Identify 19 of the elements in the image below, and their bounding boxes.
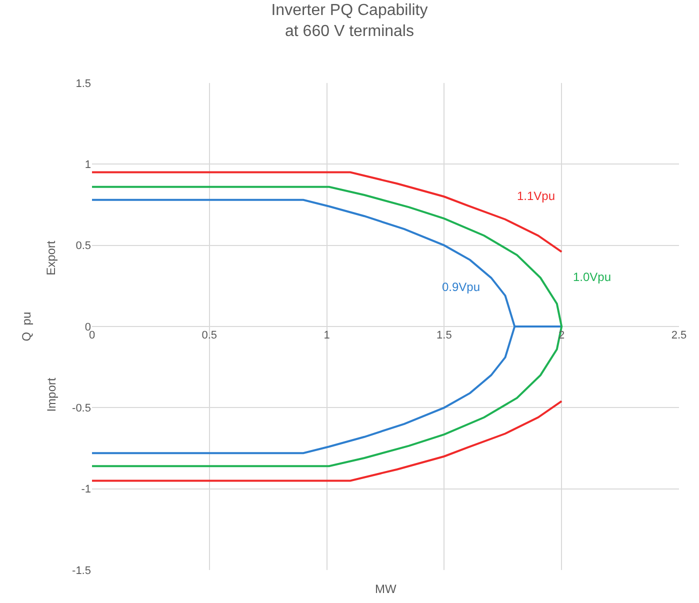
y-tick-label: -0.5 [72, 402, 91, 415]
y-tick-label: 1.5 [76, 78, 91, 90]
y-tick-label: -1.5 [72, 564, 91, 577]
y-tick-label: 0.5 [76, 240, 91, 252]
text: Export [44, 240, 58, 276]
x-tick-label: 2.5 [671, 330, 687, 342]
chart-title: Inverter PQ Capability at 660 V terminals [271, 2, 428, 40]
text: 1.0Vpu [573, 270, 612, 284]
x-tick-label: 1 [324, 330, 330, 342]
text: Import [44, 377, 58, 412]
series-label: 1.1Vpu [517, 189, 556, 203]
y-tick-label: -1 [81, 484, 91, 496]
x-tick-label: 1.5 [436, 330, 452, 342]
series-label: 0.9Vpu [442, 280, 480, 294]
x-axis-title: MW [375, 582, 397, 596]
y-tick-label: 0 [84, 321, 91, 334]
x-tick-label: 0.5 [202, 330, 218, 342]
y-tick-label: 1 [84, 159, 91, 172]
y-axis-title: Q pu [19, 312, 34, 342]
